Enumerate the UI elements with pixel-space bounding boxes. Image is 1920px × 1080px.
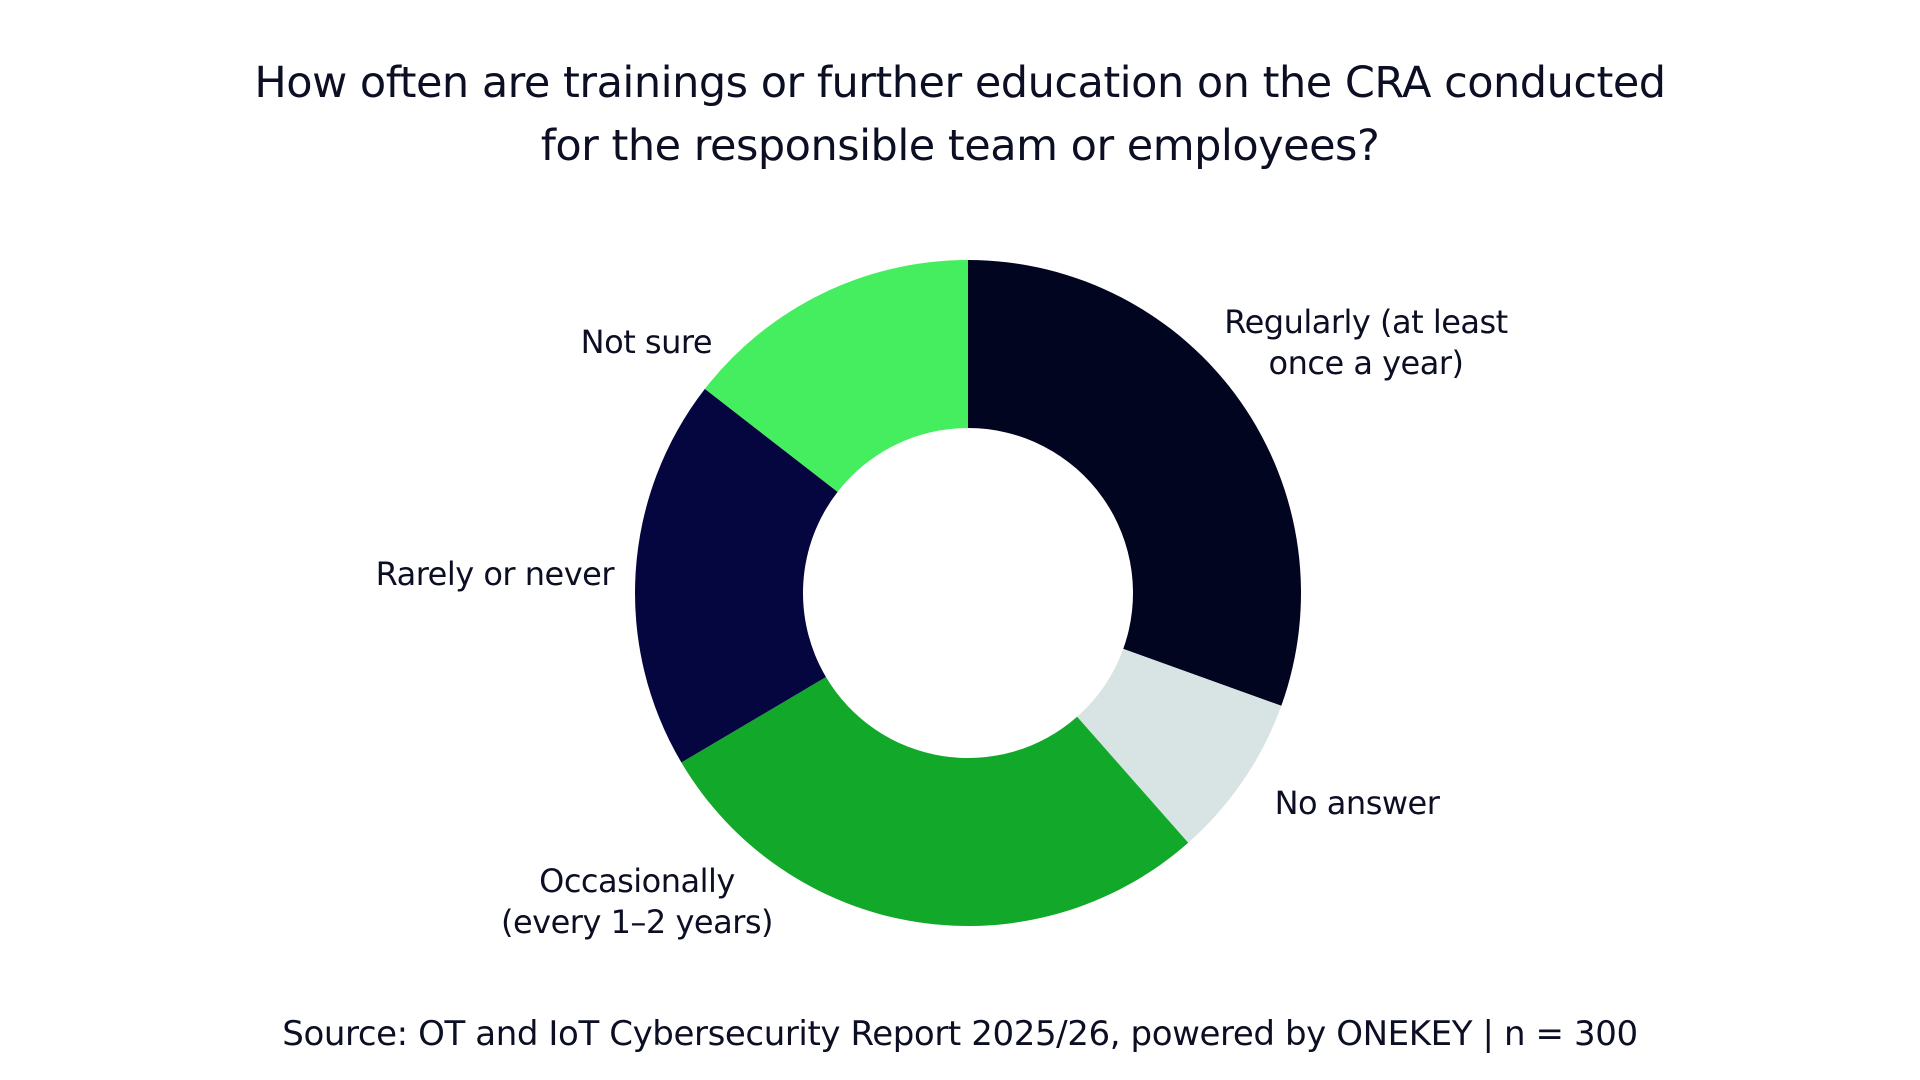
chart-title: How often are trainings or further educa… — [0, 52, 1920, 178]
donut-slice-4 — [704, 260, 968, 492]
slice-label-4-line-0: Not sure — [581, 323, 712, 361]
chart-title-line-2: for the responsible team or employees? — [540, 121, 1380, 171]
donut-slice-0 — [968, 260, 1301, 706]
slice-label-1: No answer — [1275, 784, 1441, 822]
donut-slice-2 — [681, 676, 1189, 926]
slice-label-0: Regularly (at least once a year) — [1224, 303, 1507, 382]
slice-label-1-line-0: No answer — [1275, 784, 1441, 822]
slice-labels: Regularly (at least once a year) No answer… — [376, 303, 1509, 941]
source-note: Source: OT and IoT Cybersecurity Report … — [282, 1014, 1638, 1054]
donut-slice-3 — [635, 388, 838, 763]
slice-label-2: Occasionally (every 1–2 years) — [501, 862, 773, 941]
slice-label-2-line-1: (every 1–2 years) — [501, 903, 773, 941]
slice-label-3: Rarely or never — [376, 555, 616, 593]
slice-label-2-line-0: Occasionally — [539, 862, 735, 900]
slice-label-4: Not sure — [581, 323, 712, 361]
donut-slices — [635, 260, 1301, 926]
slice-label-3-line-0: Rarely or never — [376, 555, 616, 593]
chart-title-line-1: How often are trainings or further educa… — [254, 58, 1666, 108]
slice-label-0-line-1: once a year) — [1269, 344, 1464, 382]
donut-slice-1 — [1077, 648, 1282, 843]
slice-label-0-line-0: Regularly (at least — [1224, 303, 1507, 341]
